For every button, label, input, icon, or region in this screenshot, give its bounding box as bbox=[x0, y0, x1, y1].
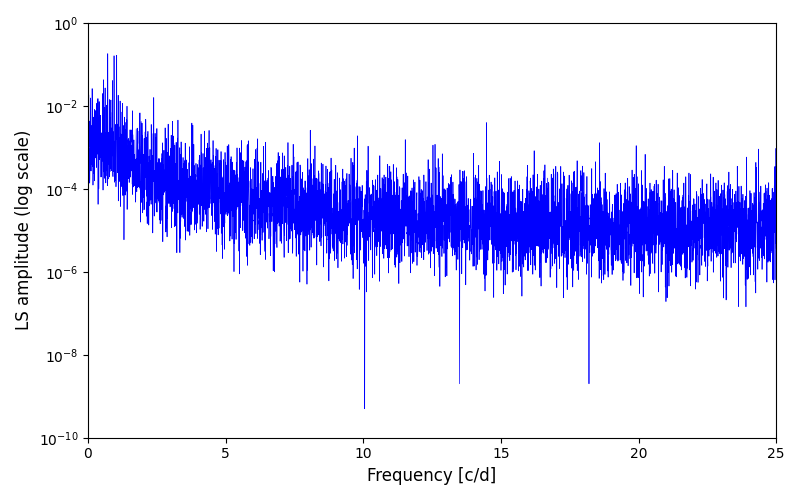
Y-axis label: LS amplitude (log scale): LS amplitude (log scale) bbox=[15, 130, 33, 330]
X-axis label: Frequency [c/d]: Frequency [c/d] bbox=[367, 467, 497, 485]
